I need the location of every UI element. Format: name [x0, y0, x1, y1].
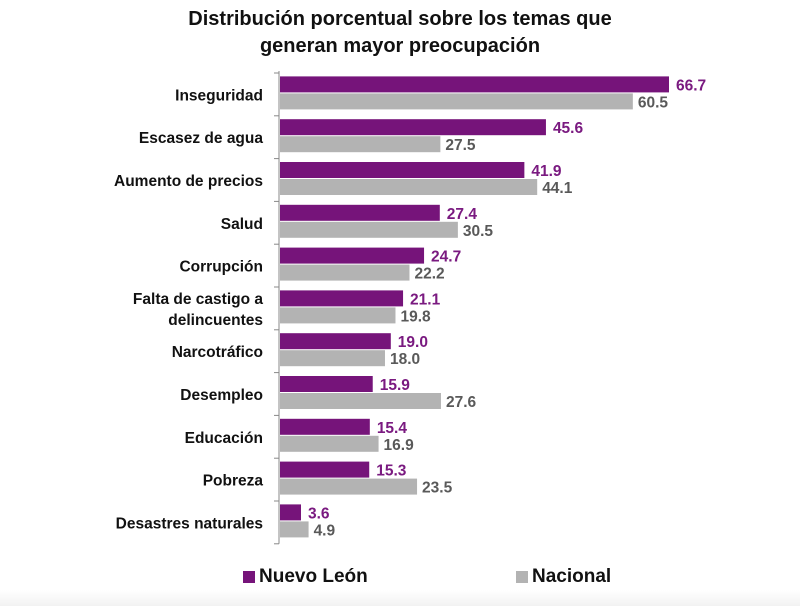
footer-strip: [0, 590, 800, 606]
data-label-nuevo-leon: 21.1: [410, 291, 441, 308]
data-label-nuevo-leon: 27.4: [447, 206, 478, 223]
category-label: Educación: [185, 430, 263, 447]
chart-title-line-1: Distribución porcentual sobre los temas …: [188, 8, 612, 30]
bar-nuevo-leon: [280, 204, 440, 221]
data-label-nuevo-leon: 66.7: [676, 77, 706, 94]
data-label-nuevo-leon: 41.9: [531, 163, 562, 180]
data-label-nacional: 22.2: [414, 266, 444, 283]
data-label-nacional: 44.1: [542, 180, 573, 197]
bar-nacional: [280, 478, 418, 495]
data-label-nacional: 4.9: [314, 522, 336, 539]
bar-nacional: [280, 521, 309, 538]
category-label: delincuentes: [168, 312, 263, 329]
data-label-nacional: 60.5: [638, 94, 669, 111]
bar-nacional: [280, 435, 379, 452]
category-label: Inseguridad: [175, 87, 263, 104]
legend-item-nuevo-leon: Nuevo León: [243, 566, 368, 588]
data-label-nuevo-leon: 24.7: [431, 249, 461, 266]
bar-nuevo-leon: [280, 504, 301, 521]
category-label: Aumento de precios: [114, 173, 263, 190]
data-label-nacional: 27.6: [446, 394, 477, 411]
legend-swatch-nuevo-leon: [243, 571, 255, 583]
data-label-nacional: 23.5: [422, 480, 453, 497]
data-label-nacional: 27.5: [445, 137, 476, 154]
category-label: Falta de castigo a: [133, 291, 263, 308]
chart-title-line-2: generan mayor preocupación: [259, 35, 541, 57]
data-label-nacional: 18.0: [390, 351, 420, 368]
bar-nuevo-leon: [280, 76, 669, 93]
category-label: Pobreza: [203, 473, 264, 490]
bar-nuevo-leon: [280, 418, 370, 435]
category-label: Desempleo: [180, 387, 263, 404]
bar-nacional: [280, 393, 441, 409]
data-label-nuevo-leon: 15.4: [377, 420, 408, 437]
data-label-nacional: 30.5: [463, 223, 494, 240]
bar-nacional: [280, 350, 385, 367]
data-label-nuevo-leon: 15.9: [380, 377, 411, 394]
bar-nacional: [280, 93, 633, 110]
bar-nacional: [280, 136, 441, 153]
category-label: Desastres naturales: [116, 515, 263, 532]
data-label-nuevo-leon: 15.3: [376, 463, 407, 480]
category-label: Escasez de agua: [139, 130, 263, 147]
category-label: Salud: [221, 216, 263, 233]
category-label: Corrupción: [179, 259, 263, 276]
bar-nacional: [280, 264, 410, 281]
data-label-nuevo-leon: 3.6: [308, 505, 330, 522]
bar-nuevo-leon: [280, 376, 373, 392]
bar-nuevo-leon: [280, 333, 391, 350]
data-label-nuevo-leon: 45.6: [553, 120, 584, 137]
legend-item-nacional: Nacional: [516, 566, 611, 588]
chart-title: Distribución porcentual sobre los temas …: [0, 6, 800, 60]
bar-nacional: [280, 221, 458, 238]
bar-nuevo-leon: [280, 162, 525, 178]
legend-label-nuevo-leon: Nuevo León: [259, 566, 368, 587]
bar-nuevo-leon: [280, 461, 370, 478]
data-label-nacional: 19.8: [400, 308, 431, 325]
legend-label-nacional: Nacional: [532, 566, 612, 587]
bar-nacional: [280, 179, 538, 195]
bar-nuevo-leon: [280, 290, 404, 307]
bar-nuevo-leon: [280, 247, 425, 264]
data-label-nacional: 16.9: [384, 437, 415, 454]
category-label: Narcotráfico: [172, 344, 263, 361]
bar-nacional: [280, 307, 396, 324]
legend-swatch-nacional: [516, 571, 528, 583]
bar-nuevo-leon: [280, 119, 546, 136]
data-label-nuevo-leon: 19.0: [398, 334, 428, 351]
